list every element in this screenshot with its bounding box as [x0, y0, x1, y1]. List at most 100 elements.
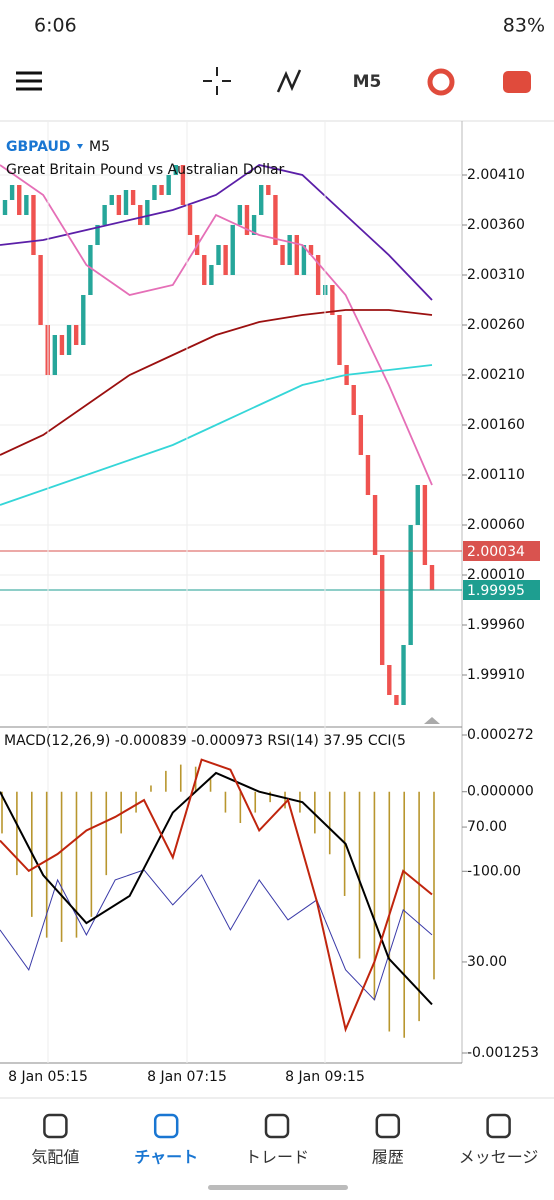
candle: [273, 195, 278, 245]
candle: [251, 215, 257, 235]
chart-timeframe: M5: [89, 139, 110, 155]
candle: [301, 245, 307, 275]
candle: [166, 175, 171, 195]
price-plot: [0, 164, 467, 705]
nav-item[interactable]: メッセージ: [459, 1113, 539, 1167]
candle: [17, 185, 22, 215]
price-tag: [463, 541, 540, 561]
candle: [123, 190, 129, 215]
candle: [230, 225, 235, 275]
candle: [394, 695, 399, 705]
candle: [159, 185, 164, 195]
nav-label: 気配値: [31, 1148, 79, 1167]
y-tick-label: 1.99910: [467, 667, 525, 683]
macd-signal-line: [0, 771, 433, 1006]
nav-item[interactable]: チャート: [134, 1113, 198, 1167]
candle: [330, 285, 335, 315]
candle: [415, 485, 420, 525]
price-tag-label: 1.99995: [467, 583, 525, 599]
symbol-dropdown[interactable]: [77, 144, 83, 149]
nav-label: チャート: [134, 1148, 198, 1167]
candle: [152, 185, 157, 200]
nav-item[interactable]: トレード: [245, 1113, 309, 1167]
candle: [308, 245, 314, 255]
candle: [294, 235, 299, 275]
candle: [401, 645, 406, 705]
moving-average: [0, 164, 433, 486]
candle: [287, 235, 292, 265]
bottom-navigation: 気配値 チャート トレード 履歴 メッセージ: [31, 1113, 539, 1167]
candle: [422, 485, 428, 565]
moving-average: [0, 164, 433, 301]
candle: [81, 295, 86, 345]
candle: [102, 205, 107, 225]
panel-handle[interactable]: [424, 717, 440, 724]
trade-button[interactable]: [503, 71, 531, 93]
candle: [280, 245, 285, 265]
nav-item[interactable]: 履歴: [372, 1113, 404, 1167]
symbol-description: Great Britain Pound vs Australian Dollar: [6, 162, 285, 178]
indicators-button[interactable]: [276, 69, 302, 93]
x-tick-label: 8 Jan 09:15: [285, 1069, 365, 1085]
timeframe-button[interactable]: M5: [353, 72, 382, 92]
nav-label: トレード: [245, 1148, 309, 1167]
clock: 6:06: [34, 15, 77, 37]
candle: [209, 265, 214, 285]
candle: [351, 385, 356, 415]
home-indicator: [208, 1185, 348, 1190]
y-tick-label: 1.99960: [467, 617, 525, 633]
candle: [59, 335, 65, 355]
candle: [73, 325, 79, 345]
candle: [429, 565, 435, 590]
y-tick-label: 2.00310: [467, 267, 525, 283]
indicator-tick-label: -100.00: [467, 863, 521, 879]
nav-label: メッセージ: [459, 1148, 539, 1167]
candle: [145, 200, 150, 225]
candle: [244, 205, 250, 235]
candle: [130, 190, 136, 205]
candle: [138, 205, 143, 225]
nav-icon: [153, 1113, 179, 1139]
candle: [223, 245, 228, 275]
candle: [365, 455, 371, 495]
candle: [180, 165, 186, 205]
crosshair-button[interactable]: [203, 67, 231, 95]
candle: [387, 665, 392, 695]
nav-icon: [375, 1113, 401, 1139]
candle: [95, 225, 100, 245]
candle: [259, 185, 264, 215]
y-tick-label: 2.00010: [467, 567, 525, 583]
candle: [202, 255, 207, 285]
candle: [31, 195, 36, 255]
y-tick-label: 2.00160: [467, 417, 525, 433]
candle: [408, 525, 413, 645]
nav-item[interactable]: 気配値: [31, 1113, 79, 1167]
candle: [173, 165, 178, 175]
candle: [88, 245, 93, 295]
rsi-line: [0, 758, 433, 1033]
x-tick-label: 8 Jan 05:15: [8, 1069, 88, 1085]
candle: [66, 325, 72, 355]
candle: [9, 185, 15, 200]
candle: [315, 255, 321, 295]
candle: [379, 555, 385, 665]
y-tick-label: 2.00210: [467, 367, 525, 383]
candle: [52, 335, 58, 375]
nav-icon: [264, 1113, 290, 1139]
candle: [38, 255, 43, 325]
indicator-header: MACD(12,26,9) -0.000839 -0.000973 RSI(14…: [4, 733, 406, 749]
symbol[interactable]: GBPAUD: [6, 139, 71, 155]
menu-button[interactable]: [16, 71, 42, 91]
candle: [2, 200, 8, 215]
moving-average: [0, 309, 433, 456]
candle: [237, 205, 243, 225]
indicator-tick-label: 0.000272: [467, 727, 534, 743]
nav-icon: [43, 1113, 68, 1139]
objects-button[interactable]: [427, 68, 455, 96]
battery: 83%: [503, 15, 545, 37]
nav-icon: [486, 1113, 511, 1139]
candle: [24, 195, 29, 215]
indicator-tick-label: 30.00: [467, 954, 507, 970]
